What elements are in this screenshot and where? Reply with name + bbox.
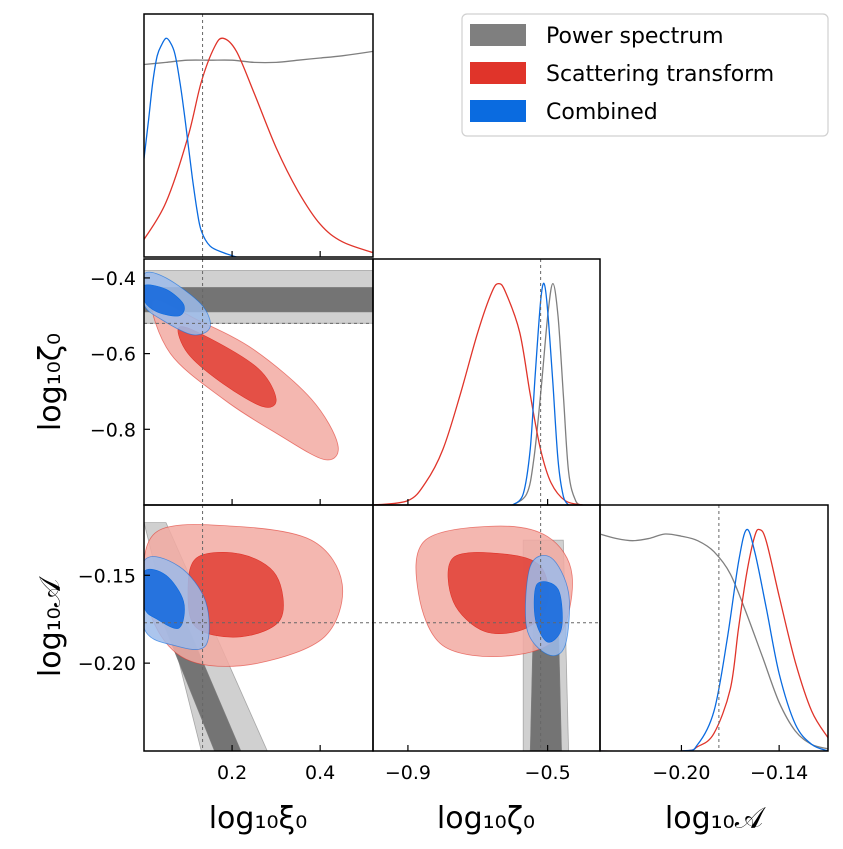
y-tick-label-d-1: −0.20 — [78, 653, 136, 675]
legend-label-power-spectrum: Power spectrum — [546, 24, 724, 49]
y-tick-label-b-1: −0.6 — [90, 344, 136, 366]
marginal-curve-scattering-transform-marginal_zeta0 — [373, 282, 583, 505]
contour-inner-scattering-transform-contour_xi0_zeta0 — [177, 326, 277, 408]
marginal-curve-scattering-transform-marginal_A — [600, 528, 828, 751]
contour-inner-combined-contour_zeta0_A — [533, 581, 563, 643]
y-axis-label-zeta0: log₁₀ζ₀ — [33, 333, 68, 431]
marginal-group-marginal_zeta0 — [373, 282, 583, 505]
y-tick-label-b-2: −0.8 — [90, 419, 136, 441]
legend-swatch-power-spectrum — [470, 24, 526, 46]
panel-frame-c — [372, 258, 601, 506]
legend-label-scattering-transform: Scattering transform — [546, 62, 774, 87]
legend-label-combined: Combined — [546, 100, 658, 125]
marginal-curve-power-spectrum-marginal_A — [600, 533, 828, 750]
y-axis-label-A: log₁₀𝒜 — [33, 575, 68, 677]
panel-frame-a — [143, 13, 374, 258]
marginal-curve-combined-marginal_A — [600, 528, 828, 751]
legend-box — [461, 13, 829, 137]
joint-group-contour_zeta0_A — [415, 525, 573, 751]
x-tick-label-f-0: −0.20 — [652, 762, 710, 784]
legend-swatch-combined — [470, 100, 526, 122]
contour-inner-combined-contour_xi0_zeta0 — [144, 284, 185, 317]
x-tick-label-d-1: 0.4 — [305, 762, 335, 784]
legend: Power spectrum Scattering transform Comb… — [461, 13, 829, 137]
joint-group-contour_xi0_zeta0 — [144, 270, 373, 461]
x-tick-label-e-1: −0.5 — [525, 762, 571, 784]
x-tick-label-e-0: −0.9 — [385, 762, 431, 784]
marginal-curve-power-spectrum-marginal_zeta0 — [512, 282, 583, 505]
contour-inner-combined-contour_xi0_A — [144, 568, 185, 629]
marginal-curve-power-spectrum-marginal_xi0 — [144, 50, 373, 66]
joint-group-contour_xi0_A — [144, 522, 344, 751]
x-tick-label-f-1: −0.14 — [750, 762, 808, 784]
marginal-curve-scattering-transform-marginal_xi0 — [144, 37, 373, 254]
y-tick-label-b-0: −0.4 — [90, 268, 136, 290]
y-tick-label-d-0: −0.15 — [78, 565, 136, 587]
marginal-curve-combined-marginal_zeta0 — [512, 282, 570, 505]
marginal-group-marginal_xi0 — [144, 37, 373, 257]
panel-frame-f — [599, 504, 829, 752]
x-axis-label-A: log₁₀𝒜 — [665, 801, 767, 836]
x-tick-label-d-0: 0.2 — [217, 762, 247, 784]
x-axis-label-xi0: log₁₀ξ₀ — [209, 801, 308, 836]
legend-swatch-scattering-transform — [470, 62, 526, 84]
x-axis-label-zeta0: log₁₀ζ₀ — [437, 801, 535, 836]
marginal-group-marginal_A — [600, 528, 828, 751]
marginal-curve-combined-marginal_xi0 — [144, 37, 237, 257]
